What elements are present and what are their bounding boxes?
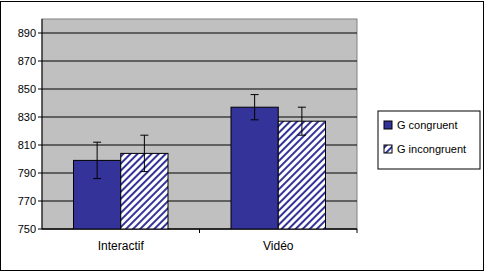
tick-mark xyxy=(38,145,42,146)
bars xyxy=(74,95,326,229)
chart-container: 750 770 790 810 830 850 870 890 Interactif Vidéo G… xyxy=(0,0,484,273)
category-tick xyxy=(199,229,200,233)
tick-mark xyxy=(38,61,42,62)
tick-mark xyxy=(38,201,42,202)
error-bar xyxy=(93,142,101,178)
legend-box xyxy=(378,111,480,169)
tick-label: 770 xyxy=(18,195,36,207)
error-bar xyxy=(298,107,306,135)
tick-mark xyxy=(38,89,42,90)
legend-label: G incongruent xyxy=(397,143,466,155)
tick-label: 750 xyxy=(18,223,36,235)
plot-area xyxy=(42,19,357,229)
tick-label: 790 xyxy=(18,167,36,179)
tick-mark xyxy=(38,173,42,174)
legend-label: G congruent xyxy=(397,119,458,131)
category-label: Interactif xyxy=(98,239,145,253)
tick-label: 850 xyxy=(18,83,36,95)
category-label: Vidéo xyxy=(263,239,294,253)
bar xyxy=(278,121,325,229)
tick-mark xyxy=(38,229,42,230)
category-tick xyxy=(357,229,358,233)
error-bar xyxy=(251,95,259,120)
chart-svg: 750 770 790 810 830 850 870 890 Interactif Vidéo G… xyxy=(0,0,484,273)
grid-line xyxy=(42,33,357,34)
grid-line xyxy=(42,61,357,62)
tick-label: 890 xyxy=(18,27,36,39)
legend-swatch xyxy=(384,145,392,153)
outer-frame xyxy=(1,2,484,271)
tick-label: 830 xyxy=(18,111,36,123)
legend-swatch xyxy=(384,121,392,129)
error-bar xyxy=(140,135,148,171)
grid-line xyxy=(42,117,357,118)
tick-label: 870 xyxy=(18,55,36,67)
bar xyxy=(231,107,278,229)
tick-mark xyxy=(38,33,42,34)
tick-label: 810 xyxy=(18,139,36,151)
y-axis xyxy=(42,19,43,229)
grid-line xyxy=(42,89,357,90)
tick-mark xyxy=(38,117,42,118)
